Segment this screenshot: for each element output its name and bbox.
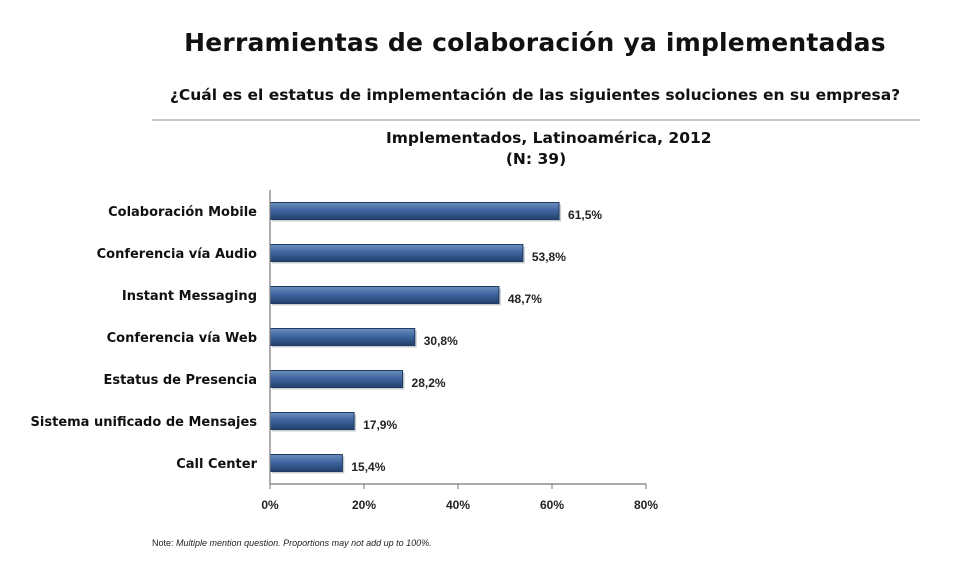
x-tick-label: 40% (446, 498, 470, 512)
value-label: 61,5% (568, 208, 602, 222)
chart-title: Implementados, Latinoamérica, 2012 (386, 129, 712, 147)
value-label: 48,7% (508, 292, 542, 306)
chart-title-block: Implementados, Latinoamérica, 2012 (N: 3… (386, 128, 712, 170)
footnote-lead: Note: (152, 538, 174, 548)
question-subtitle: ¿Cuál es el estatus de implementación de… (169, 86, 901, 104)
footnote-text: Multiple mention question. Proportions m… (176, 538, 432, 548)
bar (269, 454, 343, 472)
bar (269, 286, 500, 304)
x-tick-label: 0% (261, 498, 279, 512)
value-label: 15,4% (351, 460, 385, 474)
value-label: 28,2% (412, 376, 446, 390)
bar (269, 370, 404, 388)
bar (269, 244, 524, 262)
x-tick-label: 20% (352, 498, 376, 512)
category-label: Instant Messaging (122, 289, 257, 304)
page-title: Herramientas de colaboración ya implemen… (184, 28, 886, 57)
category-label: Sistema unificado de Mensajes (31, 415, 258, 430)
category-label: Conferencia vía Web (107, 331, 257, 346)
value-label: 17,9% (363, 418, 397, 432)
x-tick-label: 60% (540, 498, 564, 512)
category-label: Call Center (176, 457, 257, 472)
category-label: Colaboración Mobile (108, 205, 257, 220)
bar (269, 412, 355, 430)
chart-sample-size: (N: 39) (505, 150, 567, 168)
bar (269, 328, 416, 346)
value-label: 53,8% (532, 250, 566, 264)
category-label: Estatus de Presencia (104, 373, 258, 388)
x-tick-label: 80% (634, 498, 658, 512)
divider-line (152, 119, 920, 121)
value-label: 30,8% (424, 334, 458, 348)
category-label: Conferencia vía Audio (97, 247, 257, 262)
bar (269, 202, 560, 220)
footnote: Note: Multiple mention question. Proport… (152, 538, 432, 548)
